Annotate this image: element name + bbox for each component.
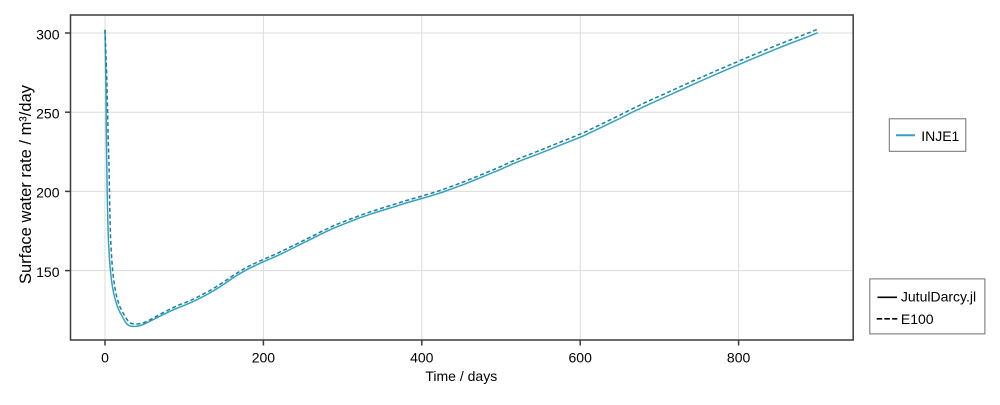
svg-text:400: 400 <box>410 350 434 366</box>
svg-text:200: 200 <box>36 185 60 201</box>
svg-text:200: 200 <box>252 350 276 366</box>
svg-text:250: 250 <box>36 106 60 122</box>
svg-text:600: 600 <box>569 350 593 366</box>
svg-text:150: 150 <box>36 264 60 280</box>
svg-text:JutulDarcy.jl: JutulDarcy.jl <box>901 288 976 304</box>
svg-text:0: 0 <box>101 350 109 366</box>
svg-text:Time / days: Time / days <box>425 368 497 384</box>
svg-text:E100: E100 <box>901 311 934 327</box>
svg-text:800: 800 <box>727 350 751 366</box>
svg-text:Surface water rate / m³/day: Surface water rate / m³/day <box>17 84 35 284</box>
svg-text:300: 300 <box>36 26 60 42</box>
svg-text:INJE1: INJE1 <box>921 128 959 144</box>
